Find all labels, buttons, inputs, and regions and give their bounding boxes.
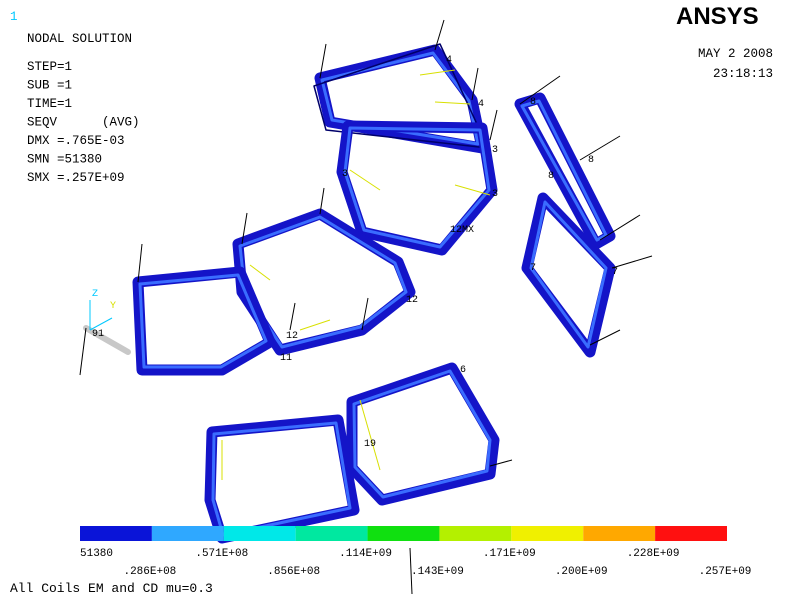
legend-swatch (655, 526, 727, 541)
leads (79, 19, 653, 595)
coil (204, 414, 360, 544)
info-line: SMX =.257E+09 (27, 171, 125, 185)
window-number: 1 (10, 10, 18, 24)
node-label: 19 (364, 439, 376, 450)
legend-swatch (511, 526, 584, 541)
node-label: 4 (478, 99, 484, 110)
date: MAY 2 2008 (698, 47, 773, 61)
caption: All Coils EM and CD mu=0.3 (10, 581, 213, 596)
coil (83, 266, 276, 376)
legend-swatch (439, 526, 512, 541)
node-label: 6 (460, 365, 466, 376)
node-label: 7 (530, 263, 536, 274)
legend-swatch (295, 526, 368, 541)
triad-y: Y (110, 301, 116, 312)
node-label: 12 (406, 295, 418, 306)
legend-label: .257E+09 (699, 566, 752, 578)
legend-label: 51380 (80, 548, 113, 560)
info-line: DMX =.765E-03 (27, 134, 125, 148)
legend-swatch (583, 526, 656, 541)
info-line: NODAL SOLUTION (27, 32, 132, 46)
legend-label: .114E+09 (339, 548, 392, 560)
legend-label: .856E+08 (267, 566, 320, 578)
legend-label: .286E+08 (123, 566, 176, 578)
info-line: STEP=1 (27, 60, 72, 74)
legend-swatch (151, 526, 224, 541)
info-line: SEQV (AVG) (27, 116, 140, 130)
node-label: 4 (446, 55, 452, 66)
info-line: TIME=1 (27, 97, 72, 111)
node-label: 8 (530, 97, 536, 108)
info-block: NODAL SOLUTION STEP=1 SUB =1 TIME=1 SEQV (AV… (27, 32, 140, 185)
logo: ANSYS (676, 3, 759, 30)
node-label: 7 (612, 267, 618, 278)
triad-z: Z (92, 289, 98, 300)
node-label: 12 (286, 331, 298, 342)
node-label: 8 (588, 155, 594, 166)
legend-label: .200E+09 (555, 566, 608, 578)
node-label: 11 (280, 353, 292, 364)
info-line: SUB =1 (27, 79, 72, 93)
legend-swatch (80, 526, 152, 541)
coils (83, 43, 616, 544)
legend-label: .143E+09 (411, 566, 464, 578)
legend-label: .571E+08 (195, 548, 248, 560)
coil (514, 92, 616, 250)
legend-swatch (223, 526, 296, 541)
node-label: 3 (492, 145, 498, 156)
node-label: 3 (492, 189, 498, 200)
coil (336, 120, 498, 256)
node-labels: 4 4 3 3 3 12MX 8 8 8 7 7 12 12 11 91 6 1… (92, 55, 618, 450)
info-line: SMN =51380 (27, 153, 102, 167)
legend-swatch (367, 526, 440, 541)
legend-label: .228E+09 (627, 548, 680, 560)
legend-label: .171E+09 (483, 548, 536, 560)
time: 23:18:13 (713, 67, 773, 81)
node-label: 12MX (450, 225, 474, 236)
node-label: 3 (342, 169, 348, 180)
node-label: 91 (92, 329, 104, 340)
node-label: 8 (548, 171, 554, 182)
coil (521, 192, 616, 358)
legend: 51380 .286E+08 .571E+08 .856E+08 .114E+09 .14… (80, 526, 751, 578)
